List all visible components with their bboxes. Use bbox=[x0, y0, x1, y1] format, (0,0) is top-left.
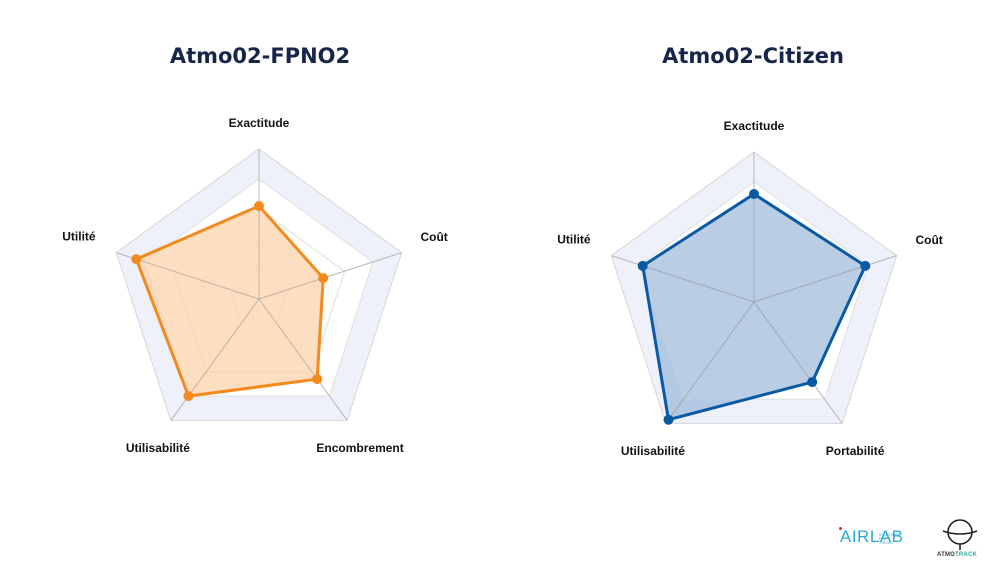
grid-ring-overlay bbox=[639, 181, 869, 400]
axis-label-1: Coût bbox=[420, 230, 447, 244]
airlab-logo: AIRLAB bbox=[840, 527, 904, 546]
data-point-portabilité bbox=[807, 377, 818, 388]
atmotrack-wordmark: ATMOTRACK bbox=[937, 552, 978, 558]
data-point-coût bbox=[318, 273, 329, 284]
axis-label-1: Coût bbox=[915, 233, 942, 247]
atmotrack-logo-icon bbox=[942, 519, 978, 550]
series-area bbox=[642, 194, 866, 420]
airlab-tagline: SOLUTIONS FOR THE AIR bbox=[879, 533, 900, 545]
chart-title-fpno2: Atmo02-FPNO2 bbox=[169, 44, 351, 68]
axis-label-2: Encombrement bbox=[316, 441, 403, 455]
grid-ring-overlay bbox=[696, 241, 812, 352]
grid-spoke-overlay bbox=[611, 255, 755, 303]
axis-label-4: Utilité bbox=[62, 230, 96, 244]
data-point-utilisabilité bbox=[183, 391, 194, 402]
series-area bbox=[136, 206, 324, 397]
airlab-dot bbox=[839, 527, 842, 530]
partner-logos: AIRLAB SOLUTIONS FOR THE AIR ATMOTRACK bbox=[835, 510, 995, 570]
grid-ring-overlay bbox=[667, 211, 841, 376]
grid-ring-overlay bbox=[172, 208, 346, 373]
grid-spoke-overlay bbox=[753, 255, 897, 303]
data-point-exactitude bbox=[254, 201, 264, 211]
grid-ring-overlay bbox=[229, 268, 289, 324]
series-line bbox=[641, 192, 867, 422]
series-line bbox=[134, 204, 325, 398]
data-point-exactitude bbox=[749, 189, 759, 199]
data-point-utilité bbox=[131, 254, 142, 265]
axis-label-0: Exactitude bbox=[724, 119, 785, 133]
grid-spoke-overlay bbox=[665, 301, 755, 424]
grid-ring-overlay bbox=[724, 271, 784, 327]
grid-spoke-overlay bbox=[258, 252, 402, 300]
grid-ring-overlay bbox=[201, 238, 317, 349]
radar-chart-fpno2: Exactitude Coût Encombrement Utilisabilité U… bbox=[62, 116, 448, 455]
data-point-utilité bbox=[637, 260, 648, 271]
axis-label-3: Utilisabilité bbox=[126, 441, 190, 455]
axis-label-2: Portabilité bbox=[826, 444, 885, 458]
data-point-encombrement bbox=[312, 374, 323, 385]
axis-label-4: Utilité bbox=[557, 233, 591, 247]
chart-title-citizen: Atmo02-Citizen bbox=[662, 44, 844, 68]
grid-spoke-overlay bbox=[258, 298, 348, 421]
grid-spoke-overlay bbox=[753, 301, 843, 424]
axis-label-0: Exactitude bbox=[229, 116, 290, 130]
data-point-utilisabilité bbox=[663, 414, 674, 425]
axis-label-3: Utilisabilité bbox=[621, 444, 685, 458]
data-point-coût bbox=[860, 260, 871, 271]
